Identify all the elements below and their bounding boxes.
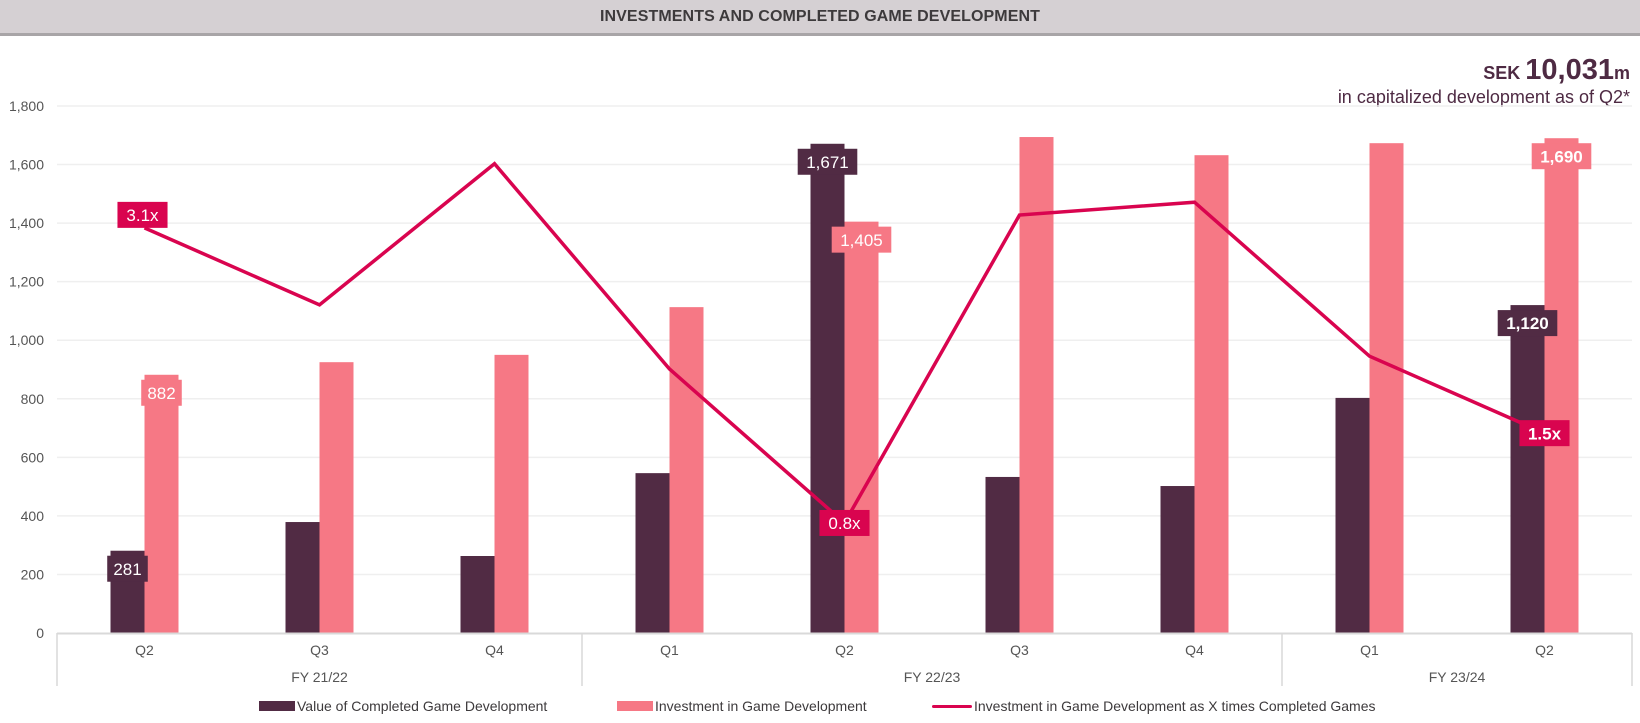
bar-completed (1510, 305, 1545, 633)
data-labels: 281 1,671 1,120 882 1,405 1,690 3.1x 0.8x 1.5x (107, 143, 1592, 582)
x-tick-label: Q4 (485, 642, 504, 658)
legend-item-completed: Value of Completed Game Development (259, 698, 547, 714)
y-axis: 0 200 400 600 800 1,000 1,200 1,400 1,600 1,800 (9, 98, 44, 641)
y-tick-label: 0 (36, 625, 44, 641)
y-tick-label: 1,400 (9, 215, 44, 231)
capitalized-development-callout: SEK 10,031m in capitalized development a… (1338, 54, 1630, 108)
x-tick-label: Q1 (660, 642, 679, 658)
data-label-completed-text: 281 (113, 560, 141, 579)
y-tick-label: 1,600 (9, 157, 44, 173)
bar-investment (1369, 143, 1404, 633)
legend-swatch-completed (259, 701, 295, 711)
data-label-investment: 882 (141, 379, 182, 406)
callout-unit: m (1613, 63, 1630, 83)
callout-caption: in capitalized development as of Q2* (1337, 87, 1630, 107)
bar-completed (285, 522, 320, 633)
data-label-investment-bg (1531, 143, 1592, 170)
x-tick-label: Q1 (1360, 642, 1379, 658)
bar-completed (635, 473, 670, 633)
y-tick-label: 1,000 (9, 332, 44, 348)
x-axis: Q2 Q3 Q4 Q1 Q2 Q3 Q4 Q1 Q2 FY 21/22 FY 22/23 FY 23/… (56, 632, 1633, 686)
data-label-completed: 1,120 (1497, 310, 1558, 337)
chart-title: INVESTMENTS AND COMPLETED GAME DEVELOPME… (599, 7, 1041, 25)
legend-swatch-investment (617, 701, 653, 711)
data-label-completed: 1,671 (797, 148, 858, 175)
bar-completed (1160, 486, 1195, 633)
callout-amount: SEK 10,031m (1338, 54, 1630, 87)
bar-investment (144, 374, 179, 633)
legend-swatch-ratio (932, 704, 972, 708)
x-tick-label: Q4 (1185, 642, 1204, 658)
y-tick-label: 1,200 (9, 274, 44, 290)
data-label-completed-text: 1,120 (1506, 314, 1549, 333)
bar-investment (319, 362, 354, 633)
data-label-investment-text: 1,405 (840, 231, 883, 250)
data-label-investment-text: 1,690 (1540, 147, 1583, 166)
chart-canvas: 0 200 400 600 800 1,000 1,200 1,400 1,600 1,800 Q… (9, 98, 1633, 686)
data-label-investment: 1,405 (831, 226, 892, 253)
data-label-ratio-text: 0.8x (828, 514, 861, 533)
data-label-investment-bg (831, 226, 892, 253)
bar-completed (1335, 397, 1370, 633)
data-label-completed: 281 (107, 555, 148, 582)
bar-completed (810, 143, 845, 634)
y-tick-label: 600 (21, 449, 45, 465)
data-label-ratio-text: 3.1x (126, 206, 159, 225)
data-label-ratio: 3.1x (117, 201, 168, 228)
legend-label-ratio: Investment in Game Development as X time… (974, 698, 1376, 714)
legend-item-ratio: Investment in Game Development as X time… (932, 698, 1376, 714)
data-label-ratio: 0.8x (819, 509, 870, 536)
x-group-label: FY 22/23 (904, 669, 961, 685)
data-label-completed-bg (107, 555, 148, 582)
data-label-investment-bg (141, 379, 182, 406)
bars (110, 137, 1579, 634)
data-label-ratio: 1.5x (1519, 420, 1570, 447)
y-tick-label: 400 (21, 508, 45, 524)
chart-header: INVESTMENTS AND COMPLETED GAME DEVELOPME… (0, 0, 1640, 36)
legend: Value of Completed Game Development Inve… (0, 698, 1640, 718)
x-tick-label: Q2 (1535, 642, 1554, 658)
legend-item-investment: Investment in Game Development (617, 698, 867, 714)
data-label-completed-bg (797, 148, 858, 175)
data-label-ratio-text: 1.5x (1528, 424, 1562, 443)
legend-label-investment: Investment in Game Development (655, 698, 867, 714)
y-tick-label: 1,800 (9, 98, 44, 114)
bar-completed (460, 555, 495, 633)
data-label-investment-text: 882 (147, 384, 175, 403)
bar-investment (844, 221, 879, 633)
bar-investment (1544, 138, 1579, 633)
legend-label-completed: Value of Completed Game Development (297, 698, 548, 714)
x-tick-label: Q3 (1010, 642, 1029, 658)
x-tick-label: Q2 (135, 642, 154, 658)
data-label-investment: 1,690 (1531, 143, 1592, 170)
y-tick-label: 200 (21, 566, 45, 582)
x-group-label: FY 21/22 (291, 669, 348, 685)
bar-completed (985, 476, 1020, 633)
data-label-completed-text: 1,671 (806, 153, 849, 172)
y-tick-label: 800 (21, 391, 45, 407)
x-tick-label: Q3 (310, 642, 329, 658)
data-label-ratio-bg (819, 509, 870, 536)
data-label-completed-bg (1497, 310, 1558, 337)
data-label-ratio-bg (1519, 420, 1570, 447)
x-tick-label: Q2 (835, 642, 854, 658)
bar-investment (1019, 137, 1054, 634)
callout-currency: SEK (1483, 63, 1521, 83)
callout-value: 10,031 (1525, 54, 1614, 86)
data-label-ratio-bg (117, 201, 168, 228)
bar-investment (494, 354, 529, 633)
x-group-label: FY 23/24 (1429, 669, 1486, 685)
bar-investment (1194, 155, 1229, 634)
bar-investment (669, 307, 704, 633)
